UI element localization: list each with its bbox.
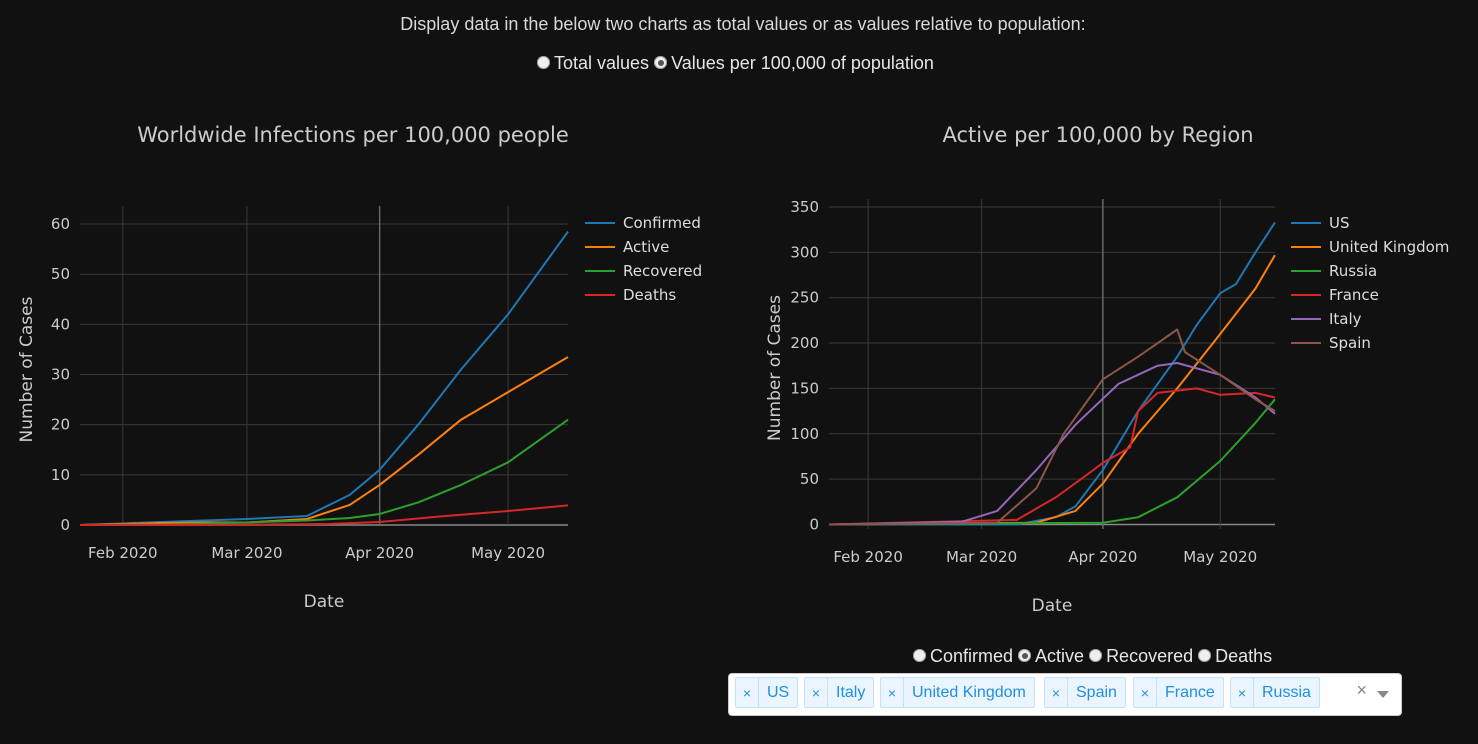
x-tick-label: Mar 2020 [211,544,282,562]
remove-united-kingdom-icon[interactable]: × [881,678,904,707]
y-tick-label: 10 [51,466,70,484]
y-tick-label: 50 [51,265,70,283]
y-tick-label: 0 [60,516,70,534]
per-population-option[interactable]: Values per 100,000 of population [654,53,934,74]
chip-us: × US [735,677,799,708]
y-tick-label: 100 [790,425,819,443]
chip-label: US [767,683,790,701]
recovered-option[interactable]: Recovered [1089,646,1193,667]
confirmed-label: Confirmed [930,646,1014,666]
y-axis-label: Number of Cases [765,295,785,441]
x-tick-label: Feb 2020 [88,544,158,562]
worldwide-infections-chart[interactable]: Worldwide Infections per 100,000 people 0… [0,100,740,630]
series-line-deaths [79,504,569,526]
y-tick-label: 300 [790,243,819,261]
y-tick-label: 40 [51,315,70,333]
display-mode-radio-group: Total values Values per 100,000 of popul… [537,53,939,74]
active-label: Active [1035,646,1085,666]
remove-russia-icon[interactable]: × [1231,678,1254,707]
remove-us-icon[interactable]: × [736,678,759,707]
remove-italy-icon[interactable]: × [805,678,828,707]
series-line-united-kingdom [828,254,1276,526]
series-line-recovered [79,418,569,526]
y-tick-label: 30 [51,366,70,384]
y-tick-label: 0 [809,515,819,533]
chip-united-kingdom: × United Kingdom [880,677,1035,708]
active-radio[interactable] [1018,649,1032,662]
active-by-region-chart[interactable]: Active per 100,000 by Region 0 50 100 150 200… [745,100,1478,630]
countries-multiselect[interactable]: × US × Italy × United Kingdom × Spain × … [728,673,1402,716]
series-line-france [828,387,1276,526]
deaths-label: Deaths [1215,646,1273,666]
y-tick-label: 150 [790,379,819,397]
legend-label: Confirmed [623,214,701,232]
deaths-radio[interactable] [1198,649,1212,662]
series-line-russia [828,398,1276,526]
total-values-radio[interactable] [537,56,550,69]
y-tick-label: 60 [51,215,70,233]
x-tick-label: May 2020 [1183,548,1257,566]
per-population-label: Values per 100,000 of population [671,53,934,73]
legend-label: Deaths [623,286,676,304]
x-tick-label: May 2020 [471,544,545,562]
chip-france: × France [1133,677,1224,708]
chip-label: Italy [836,683,866,701]
x-tick-label: Apr 2020 [1068,548,1137,566]
y-tick-label: 350 [790,198,819,216]
confirmed-radio[interactable] [913,649,926,662]
total-values-option[interactable]: Total values [537,53,649,74]
confirmed-option[interactable]: Confirmed [913,646,1013,667]
legend-label: Spain [1329,334,1371,352]
recovered-label: Recovered [1106,646,1194,666]
per-population-radio[interactable] [654,56,668,69]
legend-label: Active [623,238,669,256]
recovered-radio[interactable] [1089,649,1103,662]
y-tick-label: 250 [790,289,819,307]
chart-title: Active per 100,000 by Region [942,123,1253,147]
chart-title: Worldwide Infections per 100,000 people [137,123,569,147]
chip-spain: × Spain [1044,677,1126,708]
legend-label: Italy [1329,310,1362,328]
clear-all-icon[interactable]: × [1356,680,1367,700]
active-option[interactable]: Active [1018,646,1084,667]
x-tick-label: Apr 2020 [345,544,414,562]
x-axis-label: Date [304,592,345,612]
remove-france-icon[interactable]: × [1134,678,1157,707]
legend-label: France [1329,286,1379,304]
y-tick-label: 200 [790,334,819,352]
y-axis-label: Number of Cases [17,296,37,442]
chip-label: United Kingdom [912,683,1026,701]
series-line-confirmed [79,231,569,526]
chip-label: Spain [1076,683,1117,701]
chip-label: Russia [1262,683,1311,701]
series-line-active [79,356,569,526]
dropdown-arrow-icon[interactable] [1377,691,1389,698]
deaths-option[interactable]: Deaths [1198,646,1272,667]
legend-label: Recovered [623,262,702,280]
metric-radio-group: Confirmed Active Recovered Deaths [913,646,1277,667]
y-tick-label: 50 [800,470,819,488]
series-line-spain [828,328,1276,526]
display-mode-prompt: Display data in the below two charts as … [400,14,1086,34]
remove-spain-icon[interactable]: × [1045,678,1068,707]
total-values-label: Total values [554,53,650,73]
legend-label: Russia [1329,262,1377,280]
y-tick-label: 20 [51,416,70,434]
x-tick-label: Feb 2020 [833,548,903,566]
legend-label: United Kingdom [1329,238,1449,256]
chip-label: France [1165,683,1215,701]
legend-label: US [1329,214,1350,232]
chip-italy: × Italy [804,677,875,708]
x-axis-label: Date [1032,596,1073,616]
x-tick-label: Mar 2020 [946,548,1017,566]
chip-russia: × Russia [1230,677,1320,708]
